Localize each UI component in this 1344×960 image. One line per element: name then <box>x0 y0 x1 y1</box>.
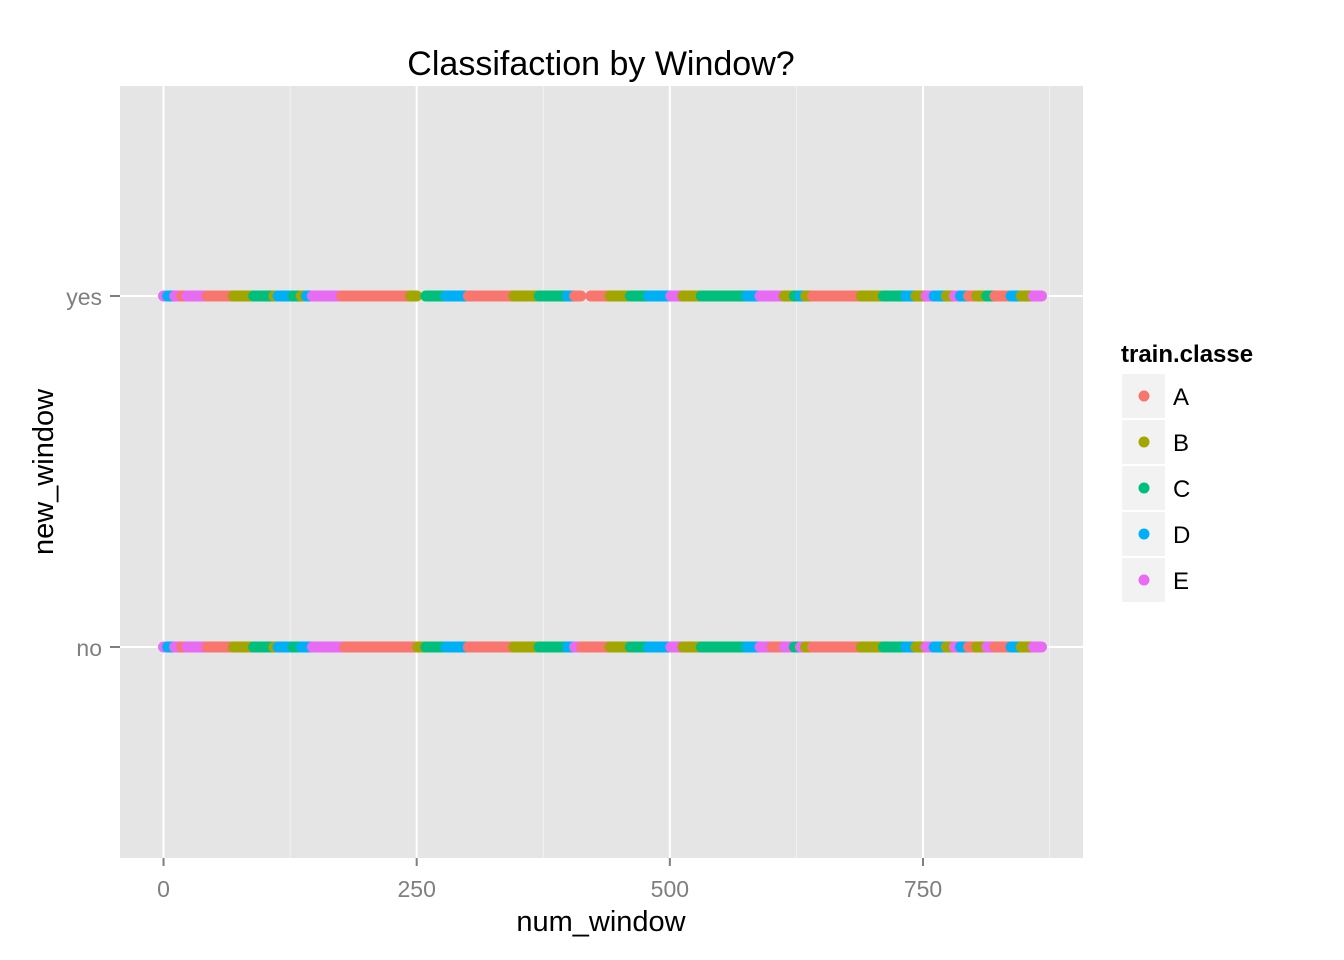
y-axis: no yes <box>66 284 120 661</box>
chart-title: Classifaction by Window? <box>407 45 794 83</box>
legend-swatch <box>1138 528 1150 540</box>
legend-swatch <box>1138 482 1150 494</box>
legend-swatch <box>1138 574 1150 586</box>
data-points <box>158 290 1047 653</box>
x-tick-label: 250 <box>398 876 436 902</box>
legend-title: train.classe <box>1121 341 1253 368</box>
legend-label: B <box>1173 430 1189 457</box>
legend-label: E <box>1173 568 1189 595</box>
legend-label: C <box>1173 476 1190 503</box>
x-axis: 0 250 500 750 <box>157 858 942 902</box>
legend-swatch <box>1138 390 1150 402</box>
x-tick-label: 750 <box>904 876 942 902</box>
plot-panel <box>120 86 1083 858</box>
x-axis-title: num_window <box>516 906 686 938</box>
legend-label: D <box>1173 522 1190 549</box>
x-tick-label: 0 <box>157 876 170 902</box>
legend-swatch <box>1138 436 1150 448</box>
x-tick-label: 500 <box>651 876 689 902</box>
y-axis-title: new_window <box>28 388 60 555</box>
minor-gridlines <box>289 86 1051 858</box>
legend-label: A <box>1173 384 1189 411</box>
y-tick-label: yes <box>66 284 102 310</box>
y-tick-label: no <box>76 635 102 661</box>
